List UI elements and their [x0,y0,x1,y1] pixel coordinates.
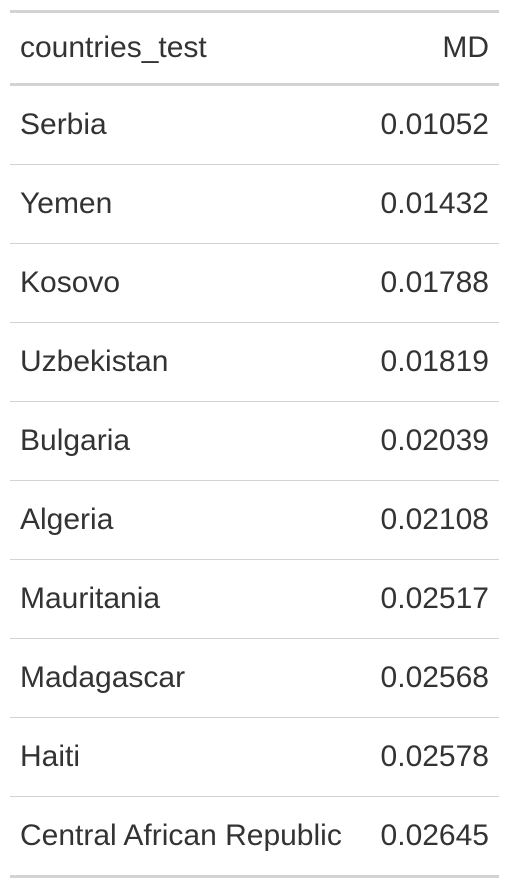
table-row: Central African Republic 0.02645 [10,796,499,877]
md-cell: 0.01819 [370,322,499,402]
md-cell: 0.02645 [370,796,499,877]
table-row: Mauritania 0.02517 [10,559,499,639]
md-cell: 0.02568 [370,638,499,718]
country-cell: Central African Republic [10,796,370,877]
table-row: Serbia 0.01052 [10,85,499,165]
md-cell: 0.02108 [370,480,499,560]
table-row: Madagascar 0.02568 [10,638,499,718]
country-cell: Uzbekistan [10,322,370,402]
data-table-container: countries_test MD Serbia 0.01052 Yemen 0… [10,10,499,878]
md-cell: 0.02578 [370,717,499,797]
table-row: Bulgaria 0.02039 [10,401,499,481]
country-cell: Serbia [20,108,107,141]
table-row: Uzbekistan 0.01819 [10,322,499,402]
md-cell: 0.01052 [380,108,489,141]
country-cell: Mauritania [10,559,370,639]
table-header: countries_test MD [10,11,499,86]
table-row: Yemen 0.01432 [10,164,499,244]
md-cell: 0.02039 [370,401,499,481]
table-row: Kosovo 0.01788 [10,243,499,323]
header-row: countries_test MD [10,11,499,86]
data-table: countries_test MD Serbia 0.01052 Yemen 0… [10,10,499,878]
country-cell: Haiti [10,717,370,797]
country-cell: Bulgaria [10,401,370,481]
column-header-md: MD [370,11,499,86]
md-cell: 0.02517 [370,559,499,639]
table-row: Algeria 0.02108 [10,480,499,560]
table-row: Haiti 0.02578 [10,717,499,797]
table-body: Serbia 0.01052 Yemen 0.01432 Kosovo 0.01… [10,85,499,877]
country-cell: Yemen [10,164,370,244]
md-cell: 0.01432 [370,164,499,244]
country-cell: Madagascar [10,638,370,718]
column-header-country: countries_test [10,11,370,86]
md-cell: 0.01788 [370,243,499,323]
country-cell: Kosovo [10,243,370,323]
country-cell: Algeria [10,480,370,560]
